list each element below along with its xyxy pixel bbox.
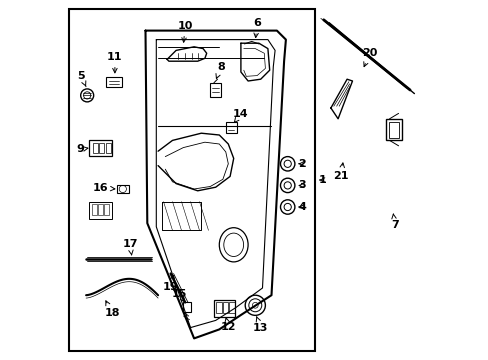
Text: 3: 3 <box>298 180 305 190</box>
Text: 9: 9 <box>77 144 88 154</box>
Bar <box>216 302 222 313</box>
Bar <box>213 300 235 317</box>
Bar <box>182 302 190 312</box>
Bar <box>89 202 112 219</box>
Bar <box>210 83 221 97</box>
Text: 7: 7 <box>390 214 398 230</box>
Bar <box>387 122 399 138</box>
Bar <box>99 143 104 153</box>
Text: 14: 14 <box>233 109 248 122</box>
Text: 21: 21 <box>332 163 348 181</box>
Bar <box>106 77 122 87</box>
Bar <box>69 9 314 351</box>
Text: 20: 20 <box>361 48 377 67</box>
Bar <box>117 185 129 193</box>
Bar <box>98 204 102 215</box>
Text: 17: 17 <box>122 239 138 255</box>
Bar <box>92 143 98 153</box>
Text: 12: 12 <box>220 318 236 332</box>
Text: 5: 5 <box>78 71 86 87</box>
Text: 16: 16 <box>93 183 115 193</box>
Bar <box>92 204 96 215</box>
Text: 19: 19 <box>163 275 178 292</box>
Text: 11: 11 <box>107 52 122 73</box>
Bar <box>105 143 110 153</box>
Text: 1: 1 <box>319 175 326 185</box>
Text: 8: 8 <box>216 62 224 78</box>
Bar <box>385 119 401 140</box>
Text: 13: 13 <box>252 317 268 333</box>
Bar <box>223 302 228 313</box>
Bar <box>225 122 236 133</box>
Bar <box>229 302 234 313</box>
Text: 4: 4 <box>298 202 305 212</box>
Bar <box>89 140 112 156</box>
Text: 18: 18 <box>104 301 120 318</box>
Text: 10: 10 <box>177 21 192 42</box>
Text: 6: 6 <box>253 18 261 37</box>
Bar <box>104 204 108 215</box>
Text: 15: 15 <box>171 289 186 302</box>
Text: 2: 2 <box>298 159 305 169</box>
